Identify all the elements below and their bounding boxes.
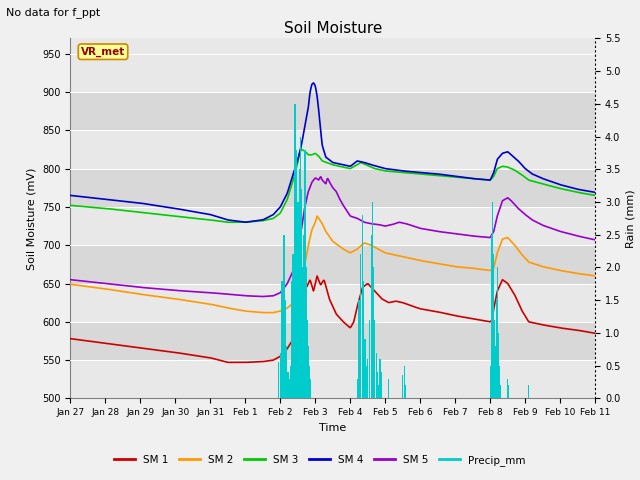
Bar (493, 320, 495, 398)
Bar (283, 235, 285, 398)
Bar (284, 333, 285, 398)
Y-axis label: Rain (mm): Rain (mm) (626, 189, 636, 248)
Bar (308, 346, 309, 398)
Bar (70, 245, 595, 284)
Legend: SM 1, SM 2, SM 3, SM 4, SM 5, Precip_mm: SM 1, SM 2, SM 3, SM 4, SM 5, Precip_mm (110, 451, 530, 470)
Bar (363, 281, 364, 398)
Bar (302, 300, 304, 398)
X-axis label: Time: Time (319, 423, 346, 432)
Bar (402, 375, 403, 398)
Bar (496, 300, 497, 398)
Bar (301, 189, 302, 398)
Bar (497, 267, 499, 398)
Bar (70, 92, 595, 130)
Bar (304, 150, 305, 398)
Bar (285, 300, 286, 398)
Bar (372, 267, 374, 398)
Bar (70, 54, 595, 92)
Bar (528, 385, 529, 398)
Bar (508, 385, 509, 398)
Bar (298, 215, 300, 398)
Bar (372, 202, 373, 398)
Bar (70, 322, 595, 360)
Bar (507, 379, 508, 398)
Bar (296, 235, 298, 398)
Bar (70, 360, 595, 398)
Bar (369, 320, 370, 398)
Bar (70, 130, 595, 168)
Bar (404, 366, 405, 398)
Bar (296, 150, 297, 398)
Bar (371, 235, 372, 398)
Bar (305, 215, 306, 398)
Bar (294, 169, 295, 398)
Bar (306, 267, 307, 398)
Bar (374, 320, 376, 398)
Bar (70, 284, 595, 322)
Bar (362, 215, 364, 398)
Bar (301, 267, 303, 398)
Bar (286, 346, 287, 398)
Y-axis label: Soil Moisture (mV): Soil Moisture (mV) (26, 167, 36, 270)
Bar (364, 339, 365, 398)
Bar (307, 320, 308, 398)
Bar (310, 379, 312, 398)
Bar (495, 346, 496, 398)
Bar (367, 359, 369, 398)
Bar (282, 281, 283, 398)
Bar (358, 300, 360, 398)
Bar (294, 104, 296, 398)
Bar (356, 379, 358, 398)
Title: Soil Moisture: Soil Moisture (284, 21, 382, 36)
Bar (492, 202, 493, 398)
Bar (498, 333, 499, 398)
Bar (405, 385, 406, 398)
Bar (493, 254, 494, 398)
Bar (280, 353, 281, 398)
Text: No data for f_ppt: No data for f_ppt (6, 7, 100, 18)
Bar (300, 137, 301, 398)
Bar (278, 362, 279, 398)
Text: VR_met: VR_met (81, 47, 125, 57)
Bar (490, 366, 491, 398)
Bar (303, 235, 305, 398)
Bar (287, 372, 289, 398)
Bar (297, 202, 298, 398)
Bar (377, 372, 378, 398)
Bar (380, 372, 382, 398)
Bar (292, 254, 294, 398)
Bar (365, 366, 367, 398)
Bar (378, 385, 380, 398)
Bar (291, 281, 292, 398)
Bar (376, 353, 377, 398)
Bar (380, 359, 381, 398)
Bar (360, 254, 362, 398)
Bar (70, 207, 595, 245)
Bar (299, 169, 300, 398)
Bar (388, 379, 390, 398)
Bar (290, 366, 291, 398)
Bar (308, 366, 310, 398)
Bar (491, 235, 492, 398)
Bar (70, 168, 595, 207)
Bar (499, 366, 500, 398)
Bar (289, 379, 290, 398)
Bar (500, 385, 501, 398)
